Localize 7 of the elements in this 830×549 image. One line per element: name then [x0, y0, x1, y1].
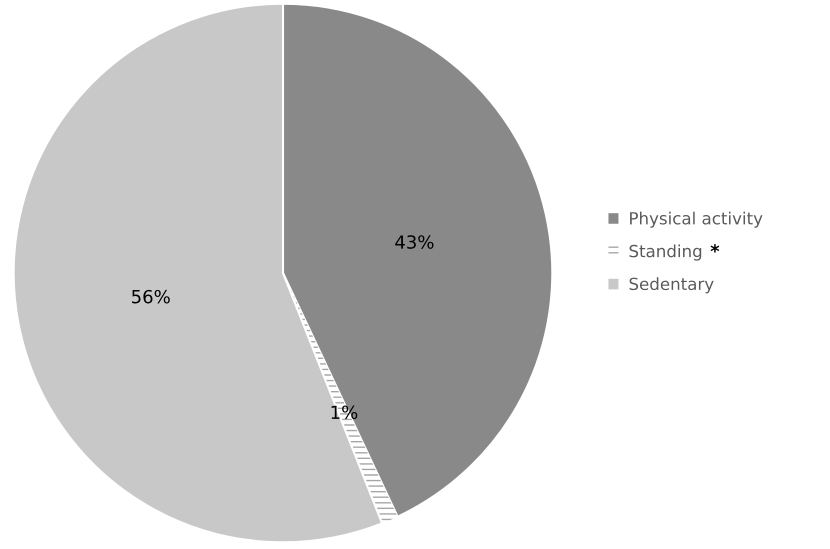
data-label: 43%	[395, 235, 434, 249]
data-label: 1%	[332, 405, 358, 420]
data-label: 56%	[132, 290, 170, 304]
text: *	[710, 244, 720, 253]
legend-label: Physical activity	[630, 212, 762, 228]
legend-label: Sedentary	[630, 277, 714, 294]
legend-label: Standing	[630, 244, 702, 261]
